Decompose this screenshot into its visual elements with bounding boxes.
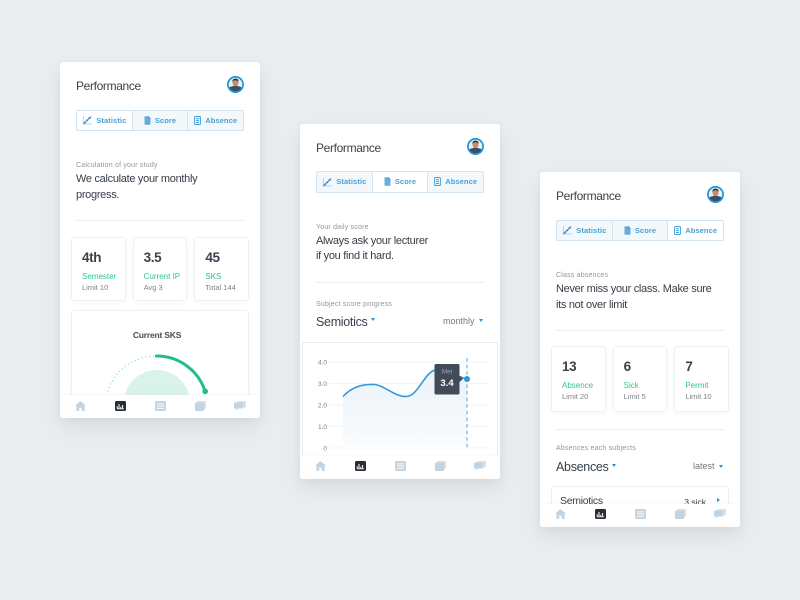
svg-text:3.0: 3.0 [318,381,327,388]
svg-text:4.0: 4.0 [318,359,327,366]
svg-text:0: 0 [323,445,327,452]
svg-text:Mei: Mei [442,368,452,375]
svg-text:3.4: 3.4 [440,378,454,389]
svg-text:1.0: 1.0 [318,424,327,431]
svg-text:2.0: 2.0 [318,402,327,409]
